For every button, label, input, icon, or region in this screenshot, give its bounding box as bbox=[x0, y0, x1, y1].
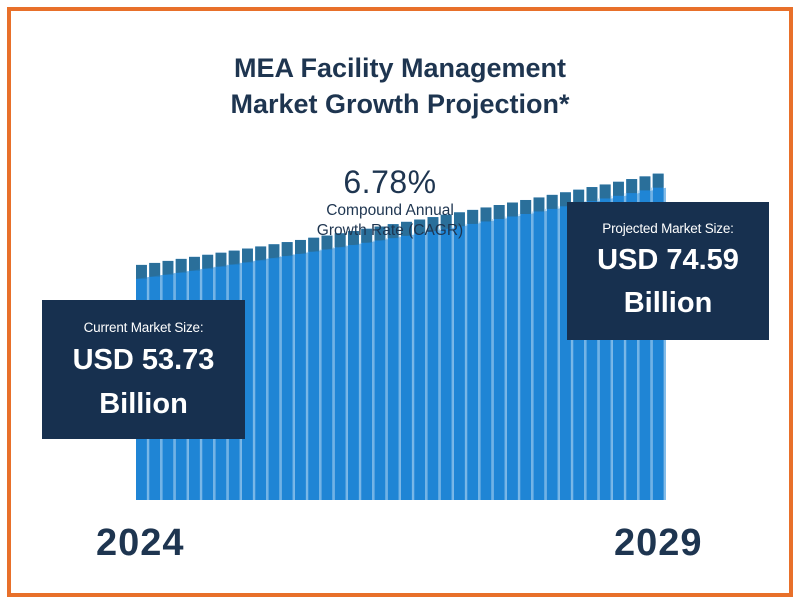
bar-cap bbox=[321, 235, 333, 250]
bar-cap bbox=[228, 250, 240, 265]
bar-cap bbox=[546, 194, 558, 209]
bar-cap bbox=[374, 226, 386, 241]
bar-cap bbox=[136, 264, 147, 279]
current-market-size-unit: Billion bbox=[99, 388, 188, 420]
bar-cap bbox=[652, 173, 664, 188]
bar-cap bbox=[573, 189, 585, 204]
projected-market-size-unit: Billion bbox=[623, 287, 713, 319]
bar-cap bbox=[427, 217, 439, 232]
bar-cap bbox=[533, 197, 545, 212]
projected-market-size-label: Projected Market Size: bbox=[602, 221, 734, 236]
bar-cap bbox=[308, 237, 320, 252]
chart-title-line-1: MEA Facility Management bbox=[233, 53, 567, 83]
projected-market-size-box: Projected Market Size: USD 74.59 Billion bbox=[567, 202, 769, 340]
cagr-label-line-2: Growth Rate (CAGR) bbox=[316, 222, 464, 239]
bar-cap bbox=[295, 239, 306, 254]
bar-cap bbox=[189, 256, 200, 271]
chart-title: MEA Facility Management Market Growth Pr… bbox=[0, 50, 800, 122]
bar-cap bbox=[613, 181, 624, 196]
bar-cap bbox=[401, 221, 412, 236]
bar-cap bbox=[175, 258, 187, 273]
bar-cap bbox=[560, 192, 571, 207]
bar-cap bbox=[268, 244, 280, 259]
current-market-size-label: Current Market Size: bbox=[83, 320, 204, 335]
bar-cap bbox=[334, 233, 346, 248]
bar-cap bbox=[454, 212, 465, 227]
bar-cap bbox=[480, 207, 492, 222]
bar-cap bbox=[242, 248, 253, 263]
current-market-size-box: Current Market Size: USD 53.73 Billion bbox=[42, 300, 245, 439]
bar-cap bbox=[467, 209, 479, 224]
bar-cap bbox=[440, 214, 452, 229]
cagr-block: 6.78% Compound Annual Growth Rate (CAGR) bbox=[290, 163, 490, 241]
year-end-label: 2029 bbox=[614, 522, 703, 564]
bar-cap bbox=[149, 262, 161, 277]
cagr-label-line-1: Compound Annual bbox=[326, 202, 454, 219]
bar-cap bbox=[162, 260, 174, 275]
outer-frame bbox=[7, 7, 793, 597]
bar-cap bbox=[361, 228, 373, 243]
bar-cap bbox=[599, 184, 611, 199]
cagr-value: 6.78% bbox=[343, 164, 437, 200]
bar-cap bbox=[507, 202, 518, 217]
bar-cap bbox=[414, 219, 426, 234]
bar-cap bbox=[281, 242, 293, 257]
bar-cap bbox=[215, 252, 227, 267]
bar-cap bbox=[626, 179, 638, 194]
bar-cap bbox=[586, 187, 598, 202]
year-start-label: 2024 bbox=[96, 522, 185, 564]
bar-cap bbox=[520, 199, 532, 214]
bar-cap bbox=[493, 205, 505, 219]
chart-title-line-2: Market Growth Projection* bbox=[230, 89, 570, 119]
bar-cap bbox=[639, 176, 651, 191]
bar-cap bbox=[202, 254, 214, 269]
bar-cap bbox=[387, 224, 399, 239]
projected-market-size-value: USD 74.59 bbox=[597, 244, 739, 276]
bar-cap bbox=[348, 231, 359, 246]
area-fill bbox=[136, 187, 666, 500]
bar-cap bbox=[255, 246, 267, 261]
current-market-size-value: USD 53.73 bbox=[72, 344, 215, 376]
